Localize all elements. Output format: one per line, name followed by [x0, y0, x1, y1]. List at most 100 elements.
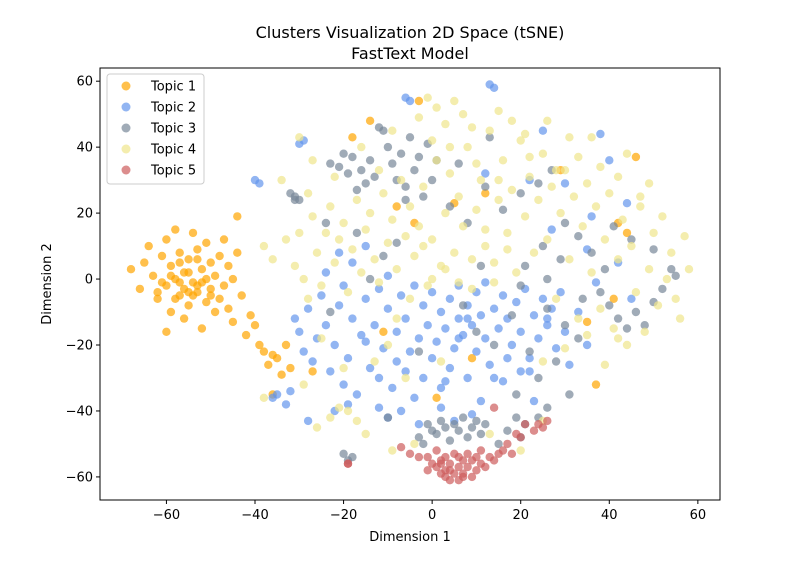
topic-4-point [339, 218, 348, 228]
topic-2-point [303, 304, 313, 313]
topic-1-point [264, 360, 273, 369]
topic-3-point [658, 284, 667, 294]
topic-3-point [401, 182, 410, 191]
topic-5-point [441, 472, 450, 482]
topic-2-point [343, 400, 353, 409]
topic-2-point [383, 271, 393, 280]
topic-3-point [383, 142, 393, 152]
topic-4-point [290, 261, 300, 271]
topic-4-point [653, 301, 663, 310]
topic-2-point [467, 321, 477, 330]
topic-4-point [414, 113, 424, 122]
topic-3-point [405, 133, 415, 142]
topic-5-point [481, 462, 490, 472]
topic-3-point [587, 248, 596, 257]
topic-1-point [206, 284, 215, 294]
topic-2-point [627, 294, 636, 303]
topic-3-point [467, 423, 477, 432]
topic-4-point [596, 162, 605, 172]
legend: Topic 1 Topic 2 Topic 3 Topic 4 Topic 5 [106, 73, 205, 185]
topic-2-point [326, 367, 335, 376]
x-tick-label: 60 [690, 508, 707, 523]
topic-4-point [485, 126, 494, 135]
topic-4-point [574, 152, 583, 162]
topic-2-point [556, 288, 565, 297]
topic-3-point [512, 413, 521, 422]
topic-4-point [463, 142, 472, 152]
topic-3-point [622, 324, 632, 333]
topic-2-point [374, 373, 384, 383]
topic-3-point [538, 241, 548, 251]
topic-4-point [388, 215, 397, 224]
topic-4-point [392, 265, 401, 274]
topic-3-point [334, 162, 344, 172]
topic-4-point [436, 357, 446, 366]
topic-4-point [401, 232, 410, 241]
topic-2-point [348, 258, 357, 267]
topic-3-point [348, 152, 357, 162]
topic-1-point [202, 274, 211, 284]
topic-5-point [467, 472, 477, 482]
topic-5-point [441, 452, 450, 462]
topic-3-point [503, 426, 512, 435]
topic-2-point [560, 327, 570, 336]
topic-4-point [547, 182, 556, 191]
topic-4-point [529, 248, 539, 257]
topic-2-point [543, 321, 552, 330]
topic-2-point [432, 337, 441, 346]
topic-1-point [135, 284, 145, 294]
topic-2-point [286, 387, 295, 396]
topic-5-point [472, 466, 481, 475]
topic-4-point [445, 142, 455, 152]
topic-1-point [241, 330, 251, 340]
topic-4-point [343, 406, 353, 416]
topic-5-point [445, 466, 455, 475]
topic-3-point [458, 413, 468, 422]
topic-2-point [512, 297, 521, 307]
topic-2-point [388, 383, 397, 393]
topic-4-point [591, 202, 601, 211]
topic-4-point [680, 232, 689, 241]
topic-4-point [317, 334, 326, 343]
legend-box [106, 73, 205, 185]
topic-5-point [414, 452, 424, 462]
legend-marker [121, 123, 131, 133]
legend-marker [121, 165, 131, 175]
topic-4-point [326, 202, 335, 211]
topic-4-point [458, 110, 468, 119]
topic-2-point [543, 314, 552, 323]
topic-3-point [441, 423, 450, 432]
topic-2-point [383, 304, 393, 313]
topic-3-point [543, 403, 552, 412]
topic-3-point [370, 172, 379, 181]
topic-4-point [534, 195, 543, 205]
topic-4-point [538, 149, 548, 158]
topic-3-point [414, 152, 424, 162]
topic-4-point [489, 278, 499, 287]
topic-3-point [498, 205, 508, 214]
topic-4-point [494, 106, 503, 116]
topic-4-point [560, 344, 570, 353]
topic-2-point [436, 383, 446, 393]
topic-2-point [591, 278, 601, 287]
topic-4-point [658, 212, 667, 221]
topic-1-point [414, 96, 424, 106]
topic-2-point [352, 390, 362, 399]
topic-1-point [162, 235, 171, 244]
topic-4-point [587, 133, 596, 142]
topic-4-point [662, 274, 672, 284]
topic-2-point [605, 156, 614, 165]
topic-3-point [605, 301, 614, 310]
topic-4-point [560, 166, 570, 175]
topic-4-point [458, 222, 468, 231]
topic-4-point [352, 416, 362, 426]
topic-2-point [441, 377, 450, 386]
topic-4-point [445, 169, 455, 178]
topic-4-point [326, 413, 335, 422]
topic-3-point [379, 251, 388, 261]
topic-3-point [445, 202, 455, 211]
topic-4-point [370, 357, 379, 366]
topic-2-point [582, 340, 592, 350]
topic-3-point [352, 185, 362, 195]
topic-3-point [321, 218, 331, 228]
